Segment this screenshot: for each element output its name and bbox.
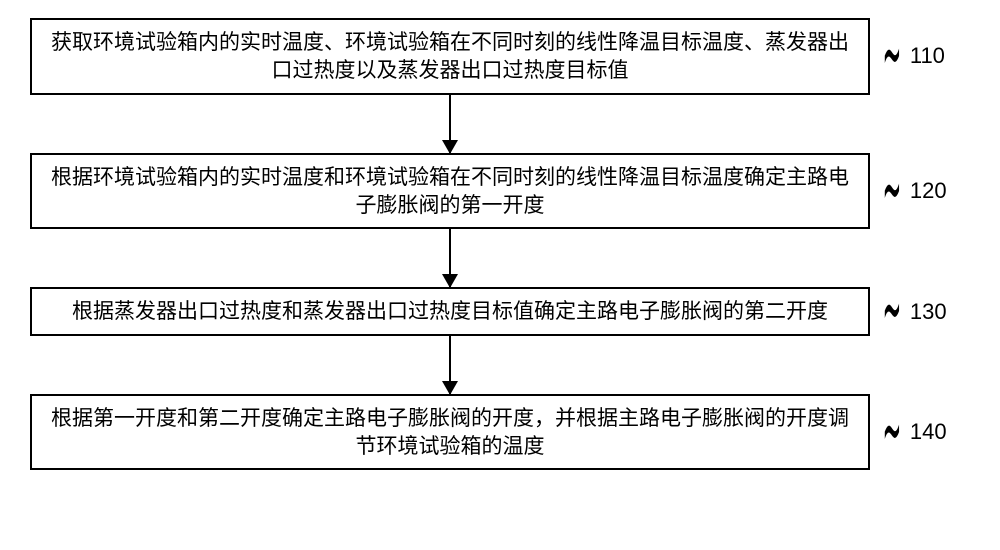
step-label: ∼ 130 [876,299,947,325]
step-number: 120 [910,178,947,204]
flowchart-container: 获取环境试验箱内的实时温度、环境试验箱在不同时刻的线性降温目标温度、蒸发器出口过… [30,18,970,470]
step-number: 130 [910,299,947,325]
step-label: ∼ 110 [876,43,945,69]
step-row-110: 获取环境试验箱内的实时温度、环境试验箱在不同时刻的线性降温目标温度、蒸发器出口过… [30,18,970,95]
tilde-icon: ∼ [882,286,901,336]
arrow [30,95,870,153]
step-box: 根据环境试验箱内的实时温度和环境试验箱在不同时刻的线性降温目标温度确定主路电子膨… [30,153,870,230]
step-box: 根据第一开度和第二开度确定主路电子膨胀阀的开度，并根据主路电子膨胀阀的开度调节环… [30,394,870,471]
step-text: 根据环境试验箱内的实时温度和环境试验箱在不同时刻的线性降温目标温度确定主路电子膨… [51,165,849,217]
step-text: 根据蒸发器出口过热度和蒸发器出口过热度目标值确定主路电子膨胀阀的第二开度 [72,299,828,323]
step-label: ∼ 120 [876,178,947,204]
tilde-icon: ∼ [882,31,901,81]
step-row-140: 根据第一开度和第二开度确定主路电子膨胀阀的开度，并根据主路电子膨胀阀的开度调节环… [30,394,970,471]
arrow [30,229,870,287]
step-text: 根据第一开度和第二开度确定主路电子膨胀阀的开度，并根据主路电子膨胀阀的开度调节环… [51,406,849,458]
arrow [30,336,870,394]
step-box: 根据蒸发器出口过热度和蒸发器出口过热度目标值确定主路电子膨胀阀的第二开度 [30,287,870,335]
step-number: 110 [910,43,945,69]
step-row-120: 根据环境试验箱内的实时温度和环境试验箱在不同时刻的线性降温目标温度确定主路电子膨… [30,153,970,230]
step-number: 140 [910,419,947,445]
tilde-icon: ∼ [882,407,901,457]
tilde-icon: ∼ [882,166,901,216]
step-box: 获取环境试验箱内的实时温度、环境试验箱在不同时刻的线性降温目标温度、蒸发器出口过… [30,18,870,95]
step-row-130: 根据蒸发器出口过热度和蒸发器出口过热度目标值确定主路电子膨胀阀的第二开度 ∼ 1… [30,287,970,335]
step-text: 获取环境试验箱内的实时温度、环境试验箱在不同时刻的线性降温目标温度、蒸发器出口过… [51,30,849,82]
step-label: ∼ 140 [876,419,947,445]
